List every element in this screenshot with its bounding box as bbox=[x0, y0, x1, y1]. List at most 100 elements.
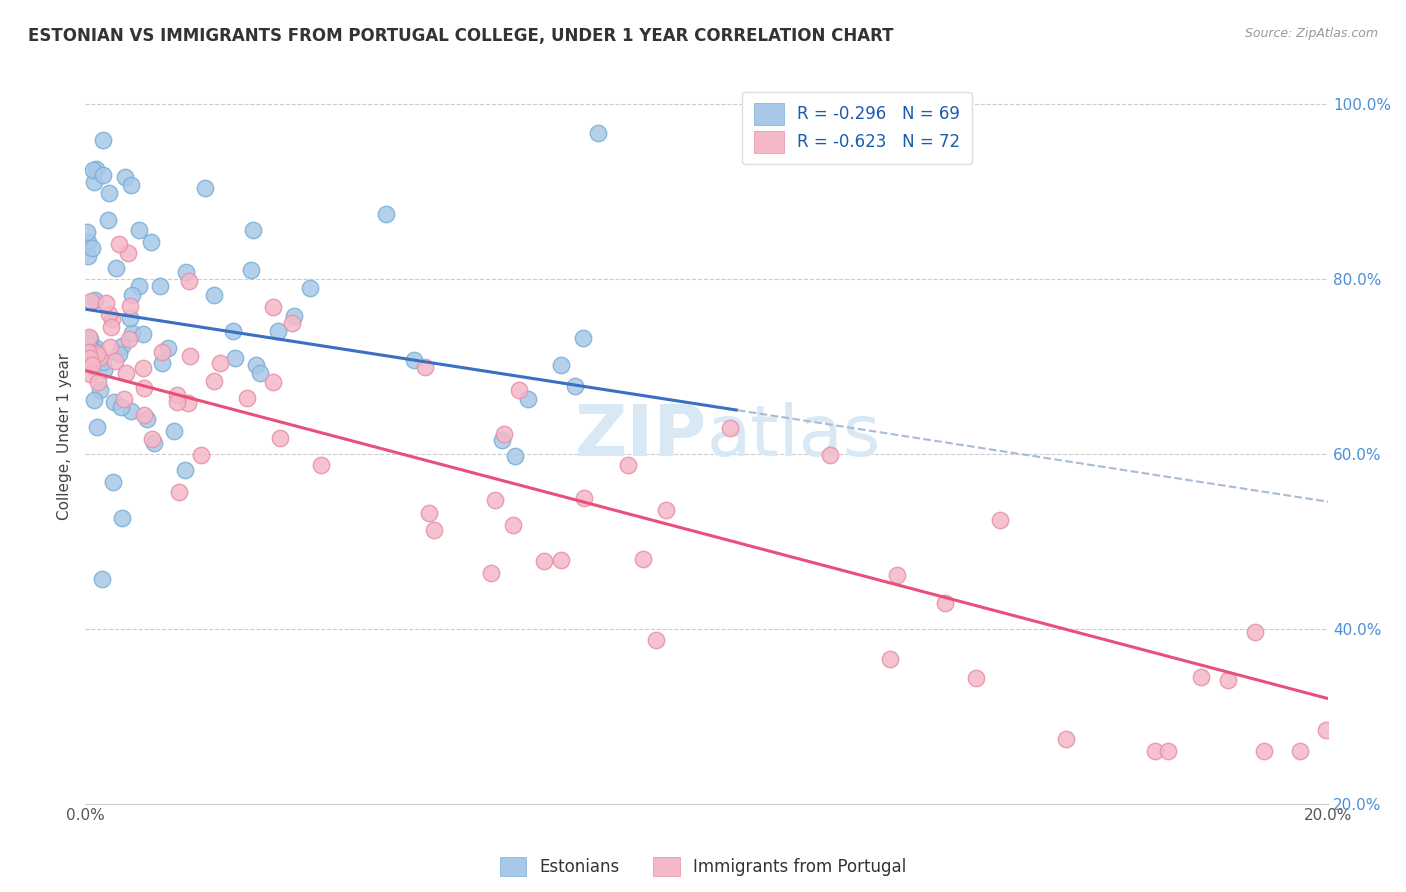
Point bbox=[141, 432, 163, 446]
Point bbox=[93, 168, 115, 182]
Point bbox=[309, 458, 332, 472]
Point bbox=[121, 326, 143, 340]
Point bbox=[134, 381, 156, 395]
Point bbox=[283, 309, 305, 323]
Point bbox=[645, 632, 668, 647]
Point bbox=[550, 553, 572, 567]
Point bbox=[633, 552, 655, 566]
Point bbox=[121, 288, 143, 302]
Point bbox=[588, 126, 610, 140]
Text: ESTONIAN VS IMMIGRANTS FROM PORTUGAL COLLEGE, UNDER 1 YEAR CORRELATION CHART: ESTONIAN VS IMMIGRANTS FROM PORTUGAL COL… bbox=[28, 27, 894, 45]
Point bbox=[97, 186, 120, 200]
Point bbox=[423, 523, 446, 537]
Point bbox=[83, 175, 105, 189]
Point bbox=[1144, 744, 1167, 758]
Point bbox=[818, 449, 841, 463]
Point bbox=[1289, 744, 1312, 758]
Point bbox=[402, 352, 425, 367]
Point bbox=[1157, 744, 1180, 758]
Point bbox=[262, 300, 284, 314]
Point bbox=[86, 347, 108, 361]
Legend: Estonians, Immigrants from Portugal: Estonians, Immigrants from Portugal bbox=[494, 850, 912, 882]
Point bbox=[117, 246, 139, 260]
Point bbox=[1315, 723, 1337, 738]
Point bbox=[98, 340, 121, 354]
Point bbox=[91, 572, 114, 586]
Point bbox=[104, 354, 127, 368]
Point bbox=[508, 383, 530, 397]
Point bbox=[86, 162, 108, 177]
Point bbox=[103, 475, 125, 489]
Text: ZIP: ZIP bbox=[575, 401, 707, 471]
Point bbox=[503, 450, 526, 464]
Point bbox=[83, 392, 105, 407]
Point bbox=[517, 392, 540, 406]
Point bbox=[484, 493, 506, 508]
Text: atlas: atlas bbox=[707, 401, 882, 471]
Point bbox=[245, 358, 267, 372]
Point bbox=[375, 207, 398, 221]
Point bbox=[176, 265, 198, 279]
Point bbox=[83, 293, 105, 308]
Point bbox=[204, 374, 226, 388]
Point bbox=[142, 435, 165, 450]
Point bbox=[240, 262, 263, 277]
Point bbox=[249, 366, 271, 380]
Point bbox=[115, 366, 138, 380]
Point bbox=[98, 307, 121, 321]
Point bbox=[166, 395, 188, 409]
Point bbox=[177, 395, 200, 409]
Point bbox=[100, 311, 122, 326]
Point bbox=[167, 484, 190, 499]
Point bbox=[298, 281, 321, 295]
Point bbox=[655, 503, 678, 517]
Point bbox=[572, 491, 595, 505]
Point bbox=[418, 506, 440, 520]
Point bbox=[79, 367, 101, 381]
Point bbox=[79, 293, 101, 308]
Point bbox=[564, 378, 586, 392]
Point bbox=[491, 433, 513, 447]
Point bbox=[267, 324, 290, 338]
Point bbox=[86, 376, 108, 390]
Point bbox=[118, 332, 141, 346]
Point bbox=[114, 170, 136, 185]
Text: Source: ZipAtlas.com: Source: ZipAtlas.com bbox=[1244, 27, 1378, 40]
Point bbox=[134, 408, 156, 422]
Legend: R = -0.296   N = 69, R = -0.623   N = 72: R = -0.296 N = 69, R = -0.623 N = 72 bbox=[742, 92, 972, 164]
Point bbox=[413, 359, 436, 374]
Point bbox=[617, 458, 640, 472]
Point bbox=[110, 400, 132, 414]
Point bbox=[1054, 731, 1077, 746]
Point bbox=[76, 235, 98, 249]
Point bbox=[77, 345, 100, 359]
Point bbox=[202, 288, 225, 302]
Point bbox=[97, 212, 120, 227]
Point bbox=[166, 388, 188, 402]
Point bbox=[481, 566, 503, 581]
Point bbox=[886, 567, 908, 582]
Point bbox=[1189, 670, 1212, 684]
Point bbox=[163, 424, 186, 438]
Point bbox=[91, 133, 114, 147]
Point bbox=[77, 330, 100, 344]
Point bbox=[82, 358, 104, 372]
Point bbox=[79, 332, 101, 346]
Point bbox=[988, 513, 1011, 527]
Point bbox=[1216, 673, 1239, 687]
Point bbox=[77, 249, 100, 263]
Point bbox=[118, 310, 141, 325]
Point bbox=[269, 431, 291, 445]
Point bbox=[120, 299, 142, 313]
Point bbox=[120, 178, 142, 193]
Point bbox=[1244, 624, 1267, 639]
Point bbox=[108, 236, 131, 251]
Point bbox=[150, 345, 173, 359]
Point bbox=[179, 349, 201, 363]
Point bbox=[89, 350, 111, 364]
Point bbox=[128, 222, 150, 236]
Point bbox=[111, 511, 134, 525]
Point bbox=[79, 351, 101, 365]
Point bbox=[492, 427, 515, 442]
Point bbox=[190, 448, 212, 462]
